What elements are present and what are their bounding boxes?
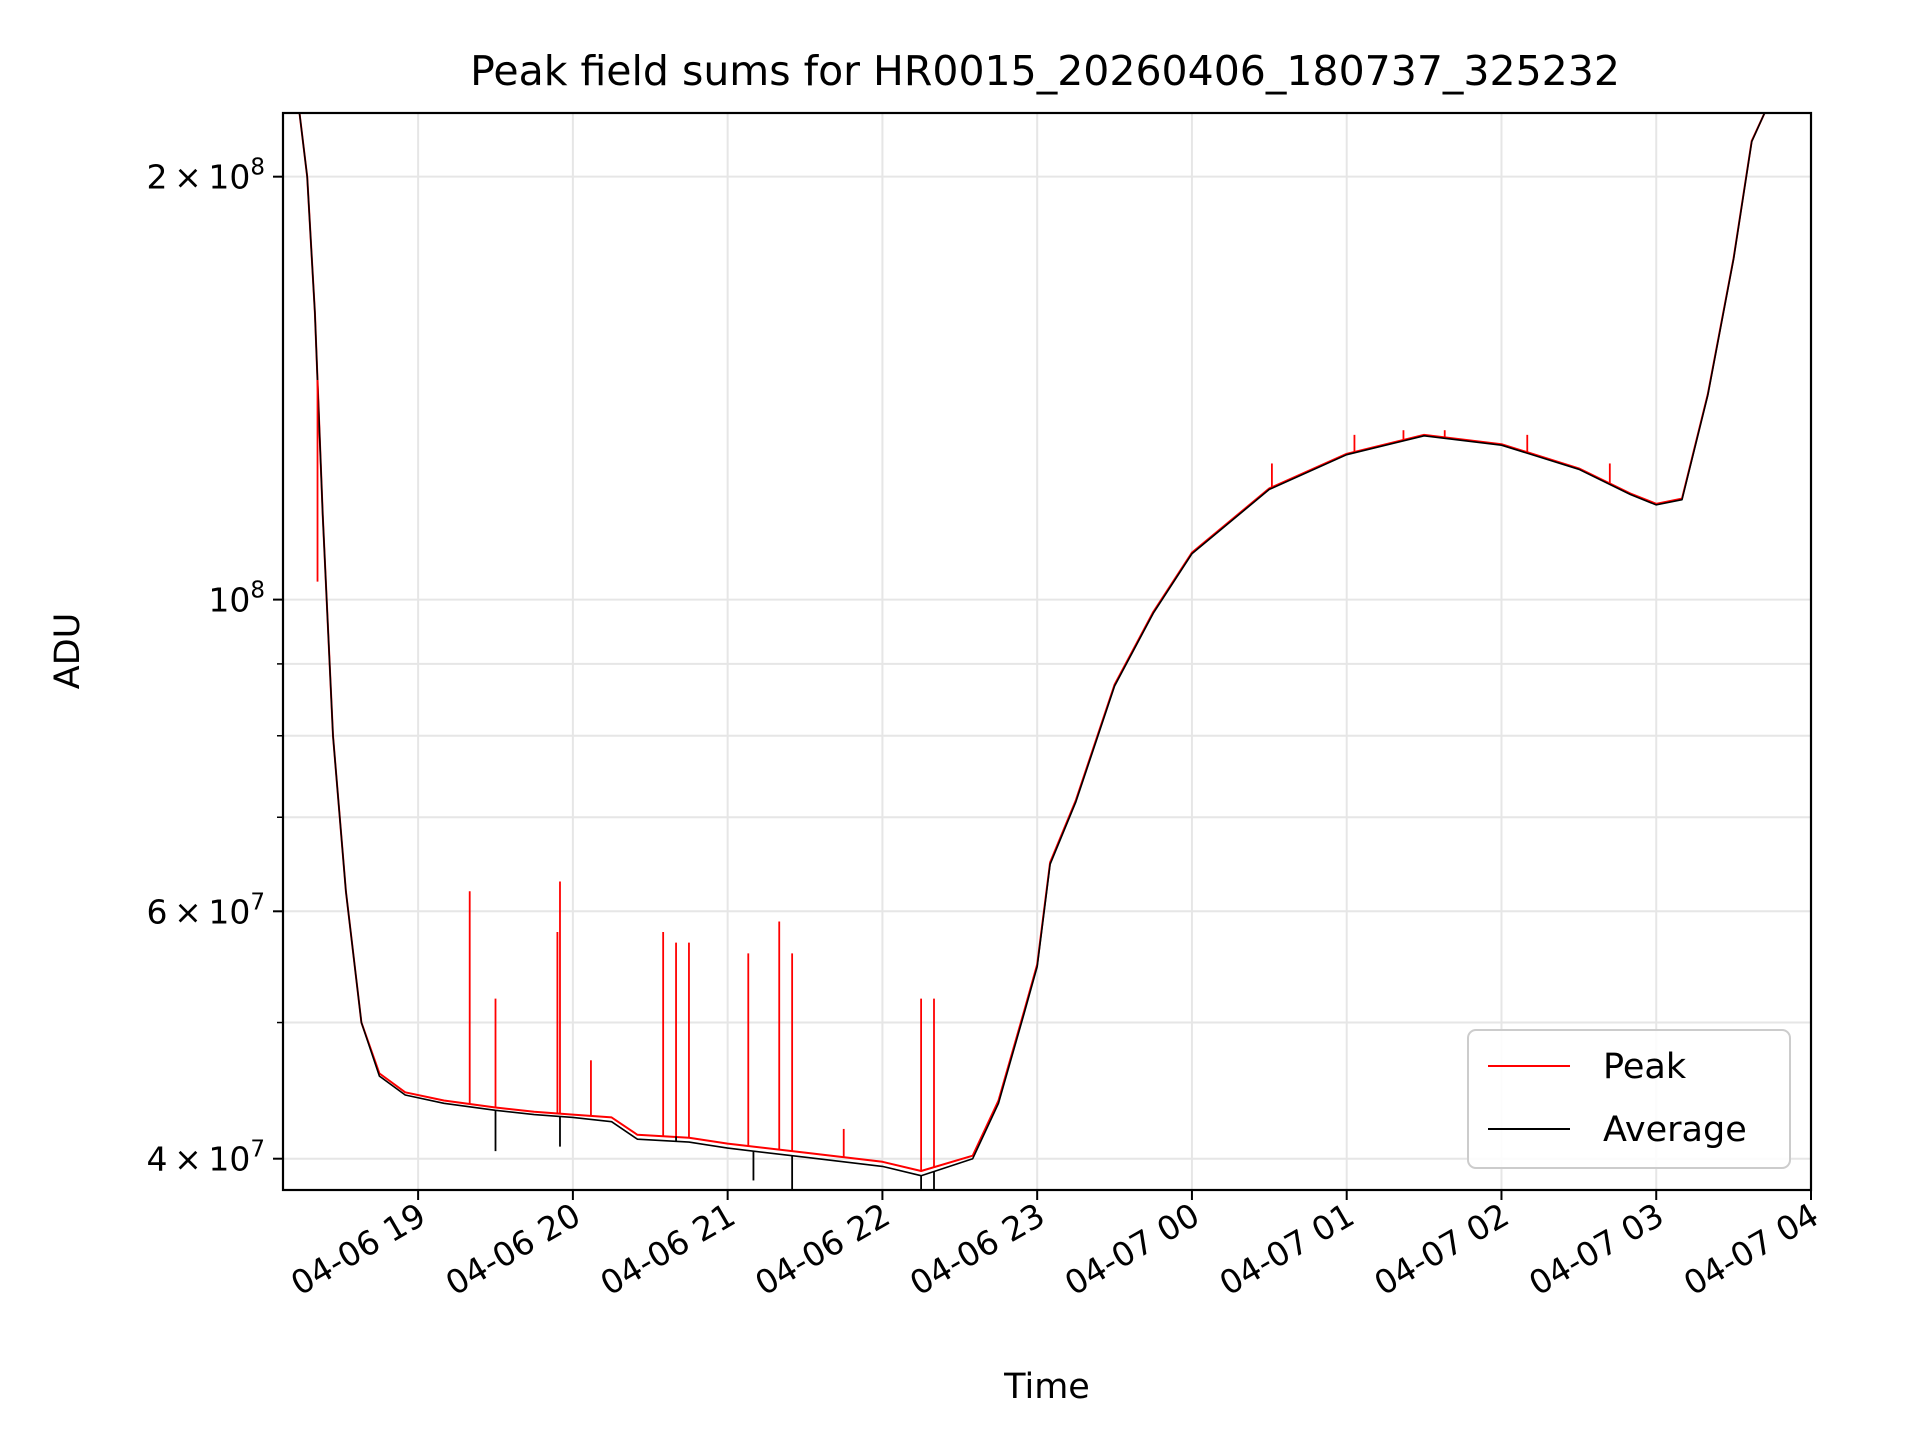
x-axis-label: Time — [1003, 1367, 1090, 1407]
y-tick-label: 6 × 107 — [147, 889, 265, 931]
y-tick-label: 4 × 107 — [147, 1137, 265, 1179]
chart-title: Peak field sums for HR0015_20260406_1807… — [470, 47, 1620, 95]
series-line-average — [283, 113, 1811, 1177]
y-tick-label: 2 × 108 — [147, 155, 265, 197]
legend: Peak Average — [1467, 1029, 1791, 1169]
legend-label-average: Average — [1603, 1110, 1747, 1150]
y-axis: 4 × 107 6 × 107 108 2 × 108 — [147, 155, 283, 1179]
plot-frame — [281, 111, 1813, 1192]
legend-frame — [1467, 1029, 1791, 1169]
legend-label-peak: Peak — [1603, 1047, 1687, 1087]
y-axis-label: ADU — [48, 613, 88, 690]
plot-area — [283, 113, 1811, 1190]
series-layer — [283, 113, 1811, 1190]
y-tick-label: 108 — [208, 578, 265, 620]
